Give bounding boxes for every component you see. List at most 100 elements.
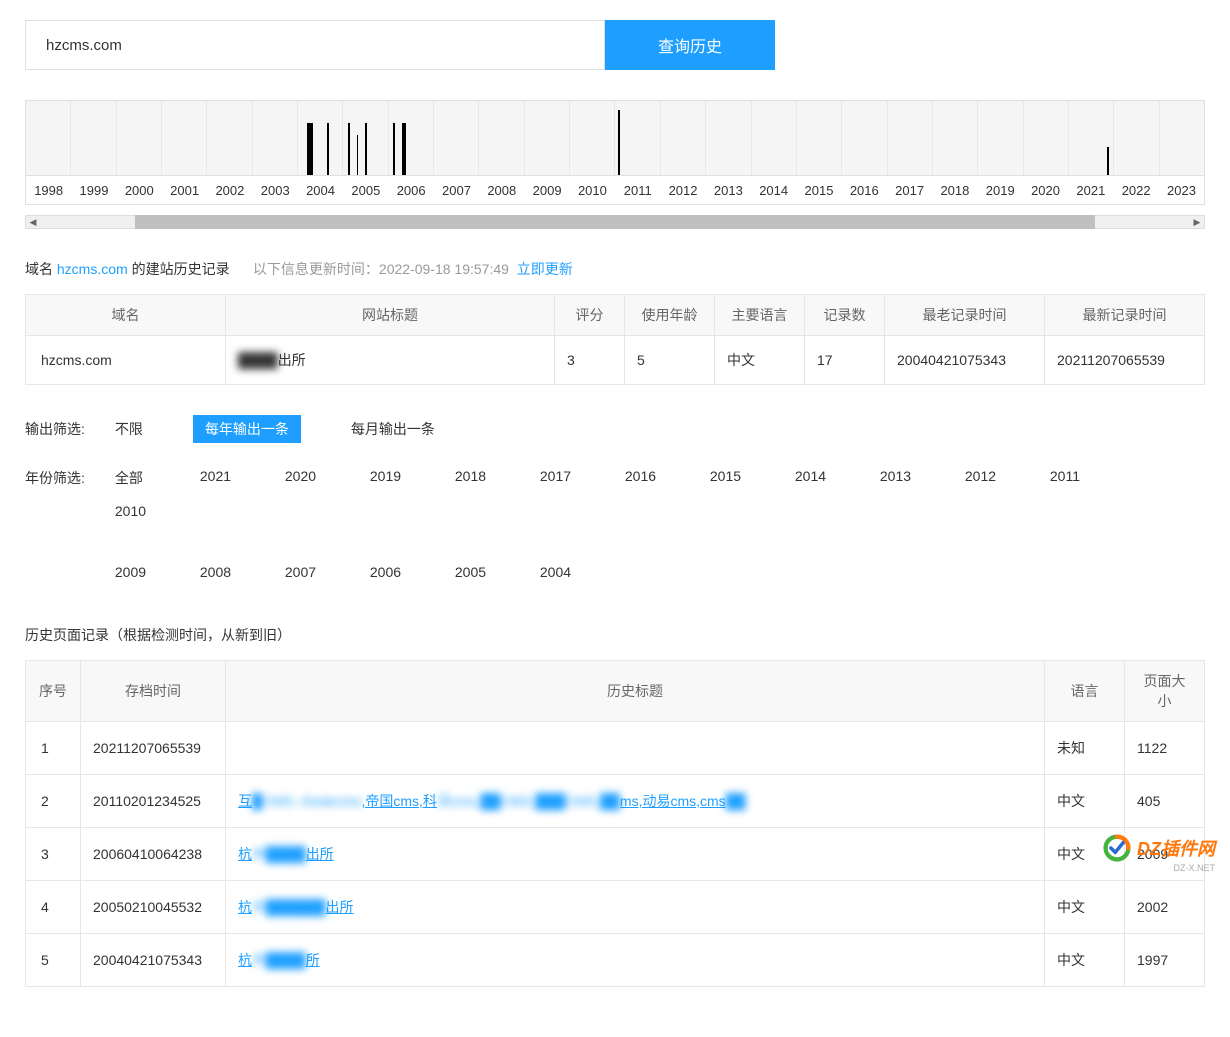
- timeline-year-col[interactable]: [26, 101, 71, 175]
- timeline-year-label: 2022: [1114, 183, 1159, 198]
- timeline-year-label: 2009: [524, 183, 569, 198]
- timeline-year-col[interactable]: [343, 101, 388, 175]
- history-title-link[interactable]: 杭州██████出所: [238, 899, 354, 915]
- timeline-year-col[interactable]: [525, 101, 570, 175]
- timeline-year-col[interactable]: [752, 101, 797, 175]
- timeline-year-label: 2015: [796, 183, 841, 198]
- summary-header: 域名: [26, 295, 226, 336]
- timeline-bar[interactable]: [307, 123, 313, 175]
- cell-oldest: 20040421075343: [885, 336, 1045, 385]
- timeline-year-label: 1998: [26, 183, 71, 198]
- year-filter-option[interactable]: 2008: [200, 564, 285, 580]
- timeline-bar[interactable]: [393, 123, 395, 175]
- timeline-year-col[interactable]: [797, 101, 842, 175]
- timeline-year-col[interactable]: [842, 101, 887, 175]
- cell-title: 杭州████所: [226, 934, 1045, 987]
- year-filter-option[interactable]: 2014: [795, 468, 880, 488]
- timeline-bar[interactable]: [348, 123, 350, 175]
- timeline-year-col[interactable]: [1024, 101, 1069, 175]
- timeline-year-col[interactable]: [479, 101, 524, 175]
- timeline-year-label: 2003: [253, 183, 298, 198]
- timeline-year-col[interactable]: [661, 101, 706, 175]
- timeline-year-label: 2016: [842, 183, 887, 198]
- output-filter-option[interactable]: 每月输出一条: [351, 419, 435, 439]
- scroll-right-arrow-icon[interactable]: ▶: [1190, 215, 1204, 229]
- timeline-year-col[interactable]: [389, 101, 434, 175]
- timeline-year-label: 2023: [1159, 183, 1204, 198]
- year-filter-option[interactable]: 2018: [455, 468, 540, 488]
- output-filter: 输出筛选: 不限每年输出一条每月输出一条: [25, 415, 1205, 443]
- timeline-bar[interactable]: [357, 135, 359, 175]
- table-row: 320060410064238杭州████出所中文2009: [26, 828, 1205, 881]
- timeline-bar[interactable]: [618, 110, 621, 175]
- cell-size: 2002: [1125, 881, 1205, 934]
- timeline-year-col[interactable]: [706, 101, 751, 175]
- year-filter-option[interactable]: 2005: [455, 564, 540, 580]
- timeline-year-label: 2004: [298, 183, 343, 198]
- timeline-year-col[interactable]: [207, 101, 252, 175]
- timeline-bar[interactable]: [402, 123, 406, 175]
- year-filter-option[interactable]: 2019: [370, 468, 455, 488]
- cell-title: 杭州████出所: [226, 828, 1045, 881]
- timeline-scrollbar[interactable]: ◀ ▶: [25, 215, 1205, 229]
- timeline-year-col[interactable]: [1114, 101, 1159, 175]
- timeline-year-col[interactable]: [117, 101, 162, 175]
- timeline-year-col[interactable]: [1069, 101, 1114, 175]
- year-filter-option[interactable]: 2009: [115, 564, 200, 580]
- timeline-year-col[interactable]: [888, 101, 933, 175]
- year-filter-option[interactable]: 全部: [115, 468, 200, 488]
- cell-time: 20040421075343: [81, 934, 226, 987]
- timeline-bar[interactable]: [327, 123, 329, 175]
- year-filter-option[interactable]: 2004: [540, 564, 625, 580]
- timeline-bar[interactable]: [1107, 147, 1109, 175]
- query-history-button[interactable]: 查询历史: [605, 20, 775, 70]
- domain-input[interactable]: [25, 20, 605, 70]
- domain-link[interactable]: hzcms.com: [57, 261, 128, 277]
- output-filter-option[interactable]: 每年输出一条: [193, 415, 301, 443]
- summary-row: hzcms.com ████出所 3 5 中文 17 2004042107534…: [26, 336, 1205, 385]
- refresh-link[interactable]: 立即更新: [517, 261, 573, 277]
- year-filter-option[interactable]: 2021: [200, 468, 285, 488]
- year-filter-option[interactable]: 2017: [540, 468, 625, 488]
- cell-lang: 中文: [1045, 775, 1125, 828]
- timeline-year-col[interactable]: [71, 101, 116, 175]
- scroll-left-arrow-icon[interactable]: ◀: [26, 215, 40, 229]
- timeline-year-col[interactable]: [615, 101, 660, 175]
- timeline-chart[interactable]: [26, 101, 1204, 176]
- timeline-year-label: 2014: [751, 183, 796, 198]
- history-title-link[interactable]: 杭州████出所: [238, 846, 334, 862]
- table-row: 520040421075343杭州████所中文1997: [26, 934, 1205, 987]
- history-header: 语言: [1045, 661, 1125, 722]
- cell-seq: 5: [26, 934, 81, 987]
- timeline-year-col[interactable]: [933, 101, 978, 175]
- year-filter-option[interactable]: 2012: [965, 468, 1050, 488]
- timeline-year-label: 2008: [479, 183, 524, 198]
- timeline-year-col[interactable]: [1160, 101, 1204, 175]
- year-filter-option[interactable]: 2006: [370, 564, 455, 580]
- summary-header: 最新记录时间: [1045, 295, 1205, 336]
- year-filter-option[interactable]: 2020: [285, 468, 370, 488]
- timeline-year-col[interactable]: [162, 101, 207, 175]
- scrollbar-thumb[interactable]: [135, 215, 1095, 229]
- cell-count: 17: [805, 336, 885, 385]
- year-filter-option[interactable]: 2013: [880, 468, 965, 488]
- timeline-year-col[interactable]: [570, 101, 615, 175]
- timeline-bar[interactable]: [365, 123, 367, 175]
- year-filter-option[interactable]: 2010: [115, 503, 200, 519]
- watermark-logo-icon: [1103, 834, 1131, 862]
- history-title-link[interactable]: 杭州████所: [238, 952, 320, 968]
- timeline: 1998199920002001200220032004200520062007…: [25, 100, 1205, 205]
- year-filter-option[interactable]: 2016: [625, 468, 710, 488]
- update-time: 2022-09-18 19:57:49: [379, 261, 509, 277]
- year-filter-option[interactable]: 2011: [1050, 468, 1135, 488]
- history-title-link[interactable]: 互█CMS--Dedecms,帝国cms,科讯cms,██CMS,███CMS,…: [238, 793, 746, 809]
- year-filter-option[interactable]: 2007: [285, 564, 370, 580]
- cell-newest: 20211207065539: [1045, 336, 1205, 385]
- timeline-year-col[interactable]: [298, 101, 343, 175]
- output-filter-option[interactable]: 不限: [115, 419, 143, 439]
- summary-header: 评分: [555, 295, 625, 336]
- timeline-year-col[interactable]: [978, 101, 1023, 175]
- timeline-year-col[interactable]: [253, 101, 298, 175]
- timeline-year-col[interactable]: [434, 101, 479, 175]
- year-filter-option[interactable]: 2015: [710, 468, 795, 488]
